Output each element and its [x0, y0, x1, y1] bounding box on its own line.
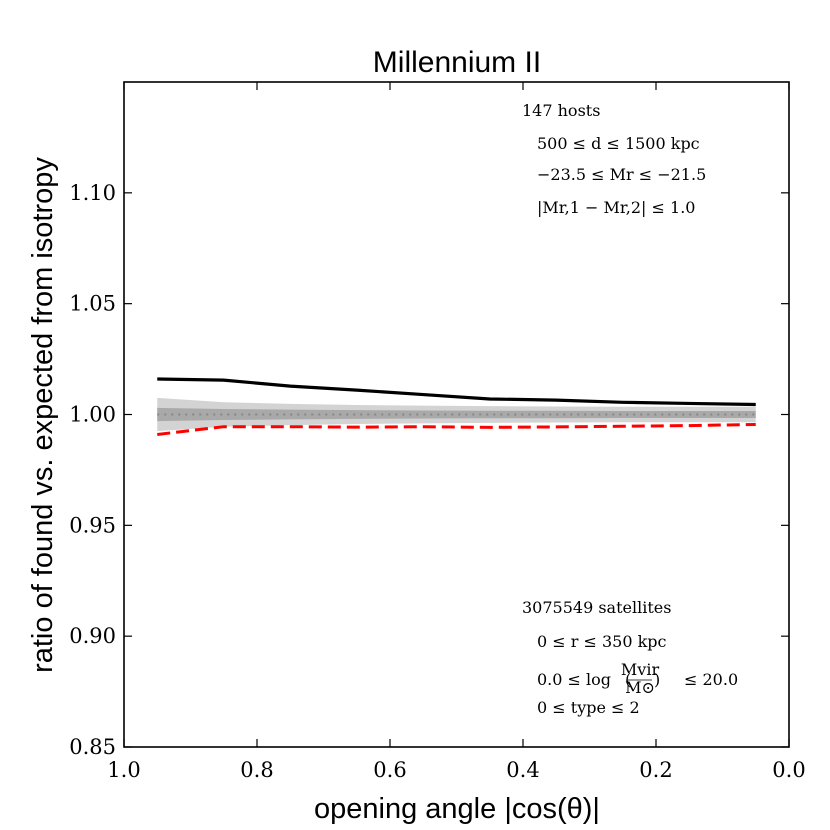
annotation-satellites: 3075549 satellites [522, 598, 671, 617]
x-tick-label-5: 0.0 [772, 758, 805, 782]
axis-ticks: 1.0 0.8 0.6 0.4 0.2 0.0 0.85 0.90 0.95 1.00 1.05 1.… [69, 82, 806, 782]
y-tick-label-4: 1.05 [69, 292, 116, 316]
plot-frame [123, 81, 790, 748]
x-axis-label: opening angle |cos(θ)| [314, 793, 600, 825]
y-tick-label-5: 1.10 [69, 181, 116, 205]
annotation-type-range: 0 ≤ type ≤ 2 [537, 698, 640, 717]
mass-close-paren: ) [654, 670, 660, 689]
y-tick-label-2: 0.95 [69, 513, 116, 537]
series-line-0 [157, 377, 756, 407]
annotation-magnitude: −23.5 ≤ Mr ≤ −21.5 [537, 165, 706, 184]
x-tick-label-2: 0.6 [373, 758, 406, 782]
annotation-mass-denominator: M⊙ [625, 678, 655, 697]
y-axis-label: ratio of found vs. expected from isotrop… [27, 157, 59, 673]
spread-bands [157, 397, 756, 432]
y-tick-label-0: 0.85 [69, 735, 116, 759]
data-lines [157, 377, 756, 436]
mass-open-paren: ( [625, 670, 631, 689]
annotation-mass-numerator: Mvir [621, 660, 660, 679]
series-line-1 [157, 422, 756, 436]
band-1 [157, 407, 756, 422]
annotation-distance: 500 ≤ d ≤ 1500 kpc [537, 134, 700, 153]
x-tick-label-4: 0.2 [639, 758, 672, 782]
annotation-mass-right: ≤ 20.0 [684, 670, 738, 689]
x-tick-label-3: 0.4 [506, 758, 539, 782]
host-selection-annotation: 147 hosts 500 ≤ d ≤ 1500 kpc −23.5 ≤ Mr … [522, 101, 706, 217]
chart-title: Millennium II [373, 46, 541, 79]
annotation-mass-left: 0.0 ≤ log [537, 670, 611, 689]
x-tick-label-1: 0.8 [240, 758, 273, 782]
y-tick-label-3: 1.00 [69, 403, 116, 427]
annotation-hosts: 147 hosts [522, 101, 600, 120]
annotation-radius: 0 ≤ r ≤ 350 kpc [537, 632, 667, 651]
y-tick-label-1: 0.90 [69, 624, 116, 648]
annotation-magnitude-gap: |Mr,1 − Mr,2| ≤ 1.0 [537, 198, 695, 217]
x-tick-label-0: 1.0 [107, 758, 140, 782]
satellite-selection-annotation: 3075549 satellites 0 ≤ r ≤ 350 kpc 0.0 ≤… [522, 598, 738, 717]
